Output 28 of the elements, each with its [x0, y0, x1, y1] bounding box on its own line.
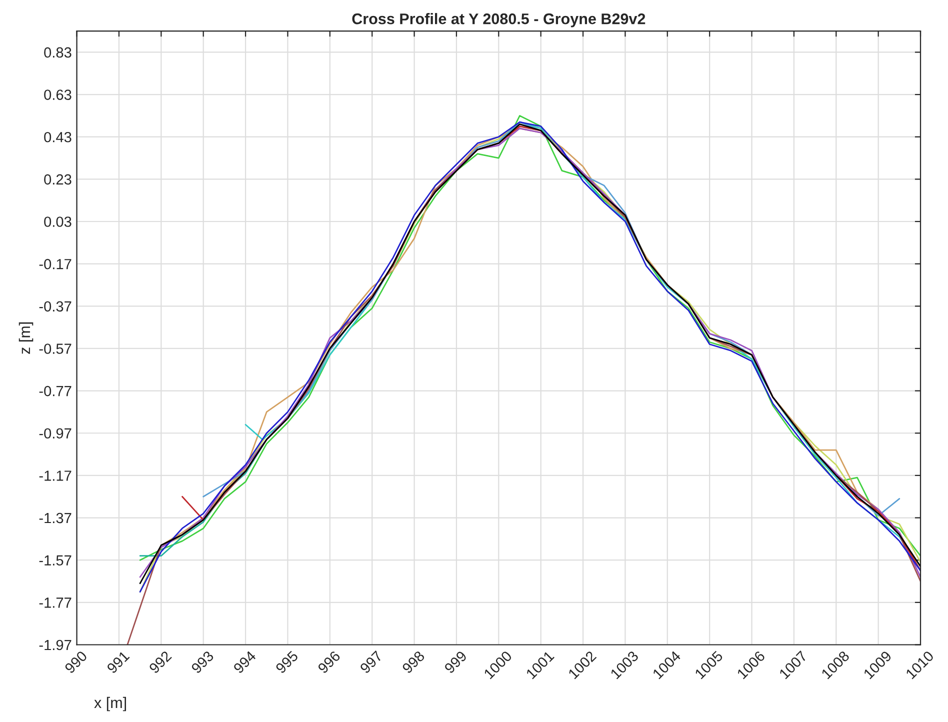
- x-tick-label: 993: [190, 650, 214, 674]
- x-tick-label: 990: [64, 650, 88, 674]
- x-tick-label: 998: [402, 650, 426, 674]
- y-tick-label: -0.17: [39, 258, 72, 270]
- x-tick-label: 999: [444, 650, 468, 674]
- y-tick-label: -1.37: [39, 512, 72, 524]
- y-tick-label: -1.17: [39, 470, 72, 481]
- y-tick-label: -0.57: [39, 344, 72, 354]
- y-tick-label: -0.77: [39, 386, 72, 396]
- y-tick-label: -0.97: [39, 428, 72, 439]
- chart-title: Cross Profile at Y 2080.5 - Groyne B29v2: [352, 13, 646, 28]
- x-axis-title: x [m]: [94, 696, 126, 712]
- x-tick-label: 995: [275, 650, 299, 674]
- y-axis-title: z [m]: [18, 322, 34, 354]
- x-tick-label: 992: [148, 650, 172, 674]
- y-tick-label: 0.63: [44, 90, 72, 100]
- x-tick-label: 991: [106, 650, 130, 674]
- y-tick-label: 0.03: [44, 216, 72, 227]
- y-tick-label: 0.23: [44, 174, 72, 185]
- y-tick-label: 0.83: [44, 47, 72, 58]
- x-tick-label: 997: [359, 650, 383, 674]
- y-tick-label: -1.97: [39, 640, 72, 650]
- x-tick-label: 996: [317, 650, 341, 674]
- x-tick-label: 994: [232, 650, 257, 674]
- y-tick-label: 0.43: [44, 132, 72, 142]
- y-tick-label: -1.57: [39, 555, 72, 566]
- y-tick-label: -0.37: [39, 301, 72, 312]
- y-tick-label: -1.77: [39, 598, 72, 608]
